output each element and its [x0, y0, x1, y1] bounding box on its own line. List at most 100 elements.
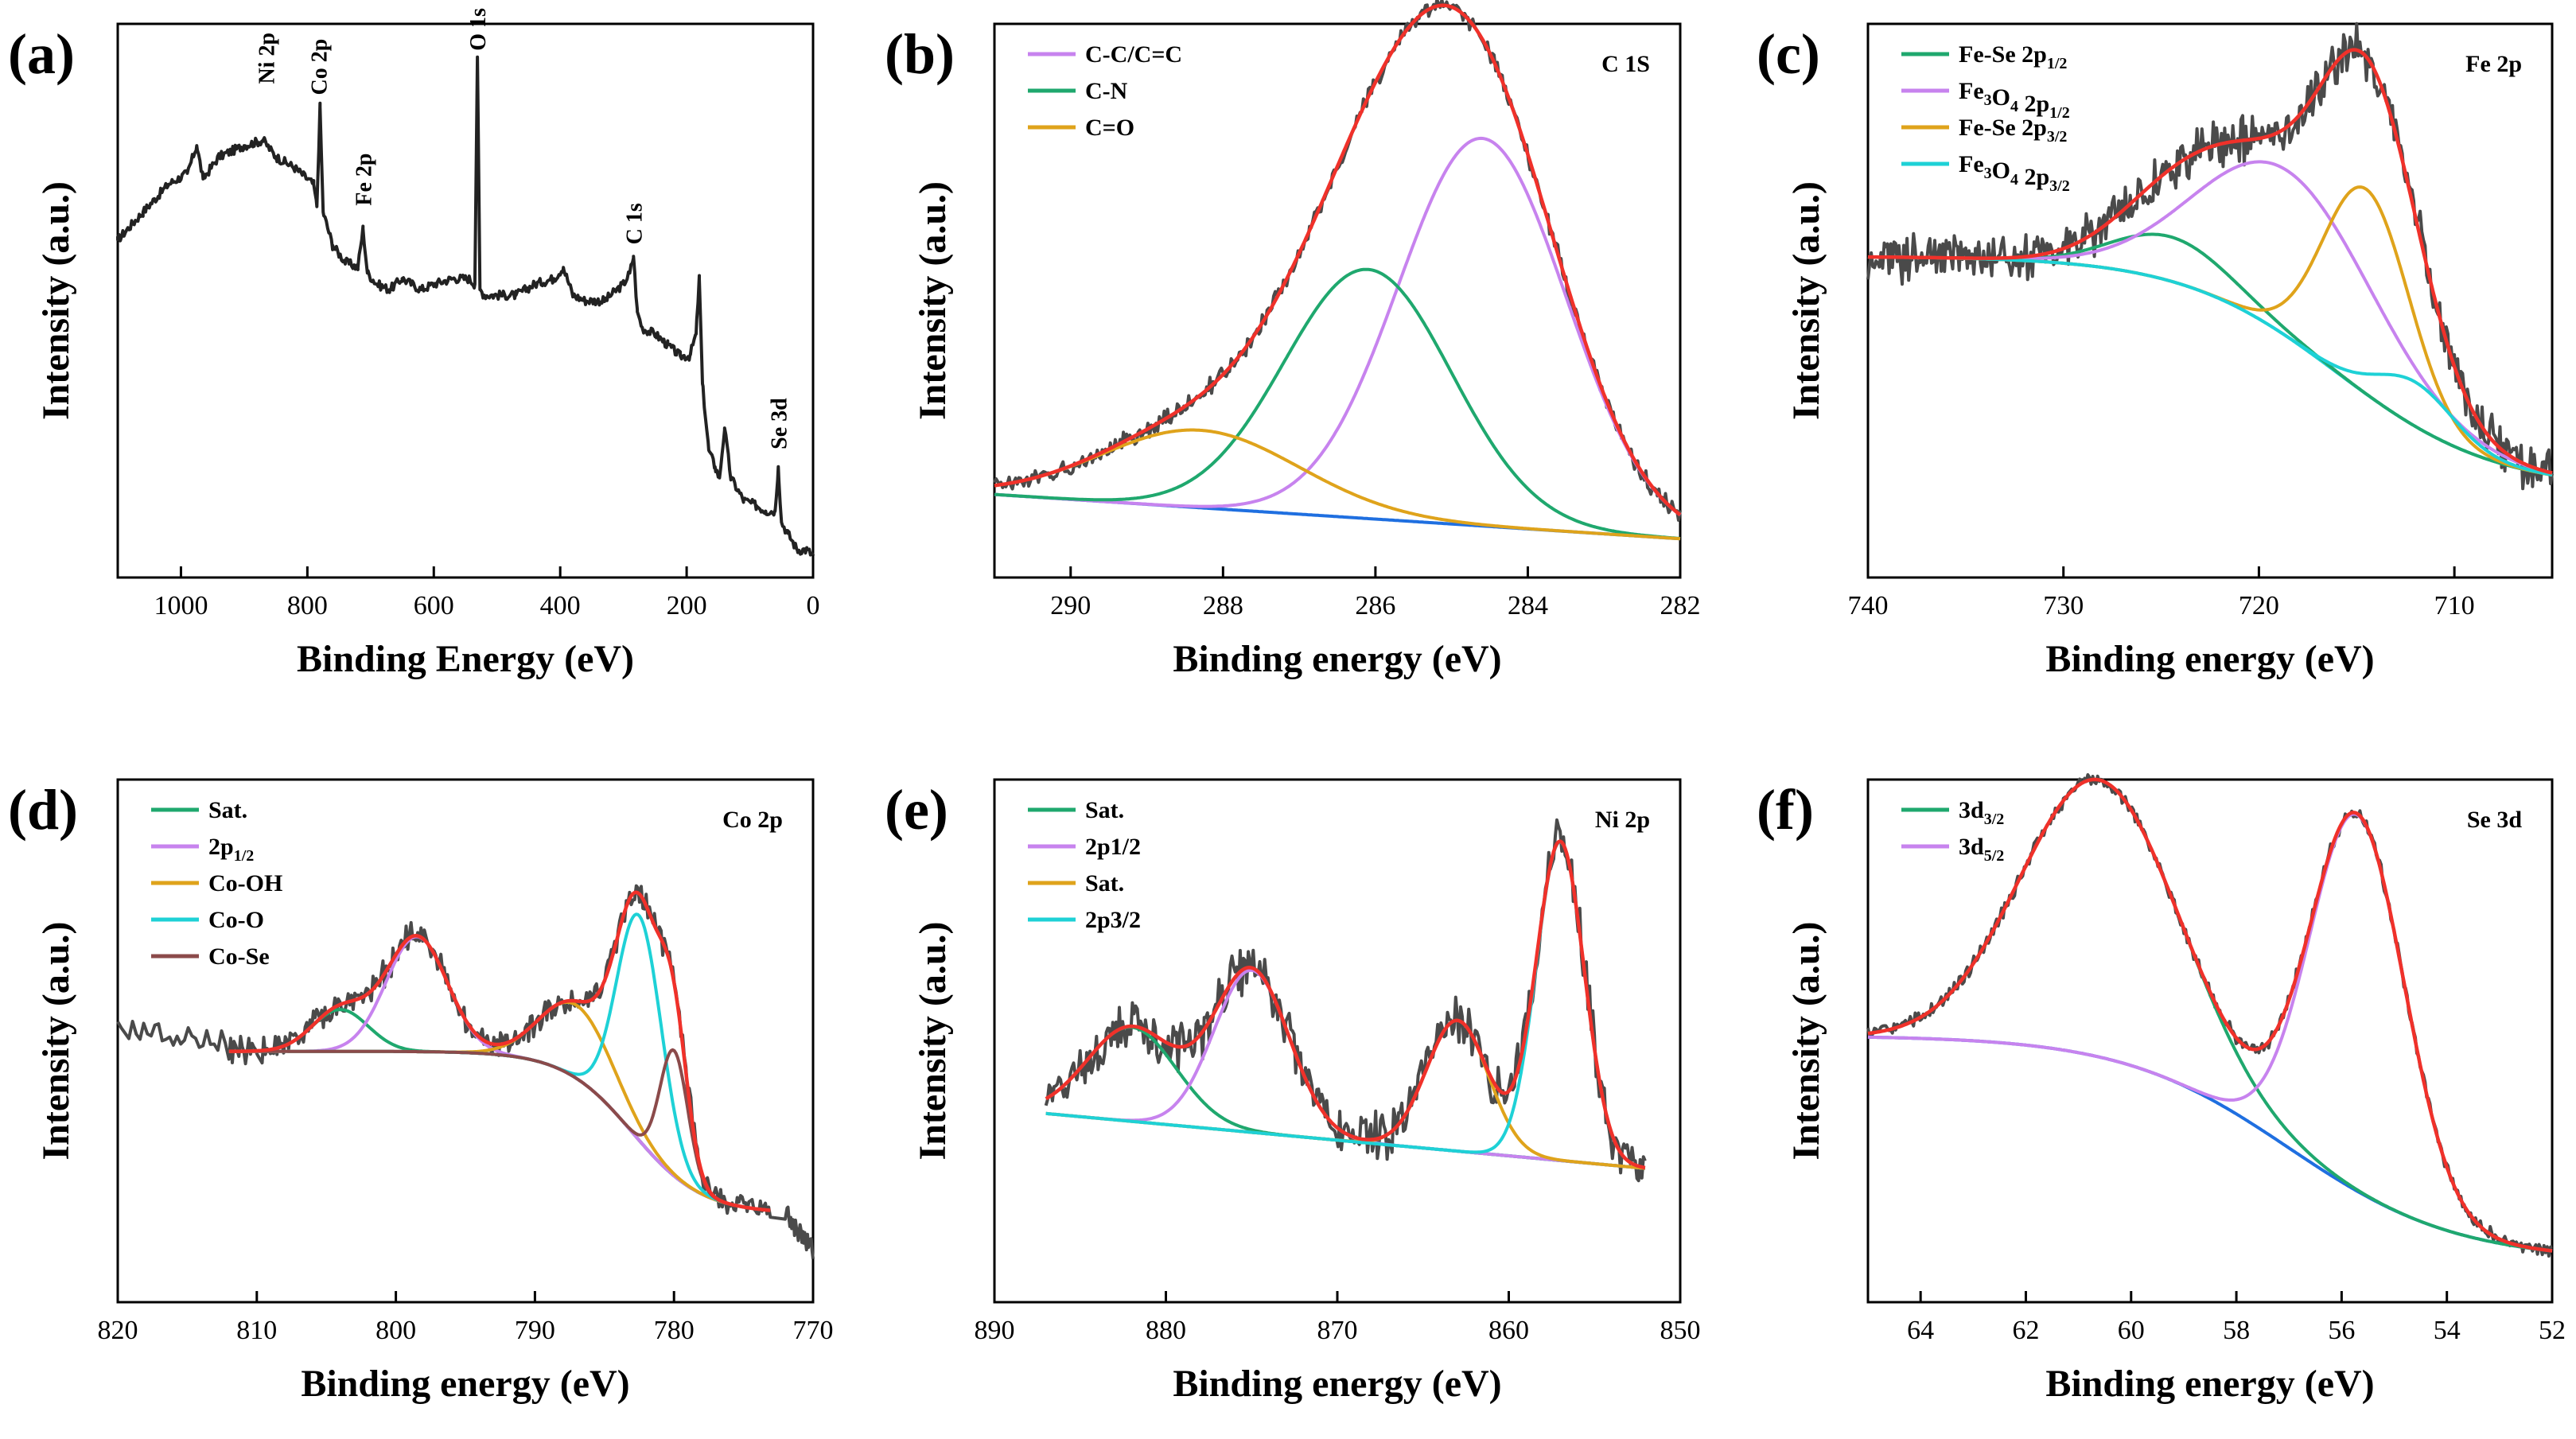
background-line	[1867, 1035, 2553, 1253]
component-line	[994, 136, 1682, 517]
x-tick-label: 286	[1355, 591, 1395, 620]
legend-label: 2p1/2	[1085, 834, 1141, 860]
component-line	[1867, 160, 2553, 475]
component-line	[994, 267, 1681, 540]
panel-letter: (e)	[885, 778, 948, 842]
x-tick-label: 800	[287, 591, 328, 620]
plot-frame	[993, 22, 1682, 579]
x-tick-label: 790	[515, 1316, 555, 1345]
legend-label: Fe3O4 2p1/2	[1959, 78, 2070, 122]
x-tick-label: 730	[2043, 591, 2084, 620]
raw-spectrum-line	[116, 884, 815, 1259]
component-line	[228, 1048, 771, 1212]
legend-label: Sat.	[1085, 797, 1124, 823]
plot-frame	[1866, 22, 2554, 579]
x-tick-label: 770	[793, 1316, 834, 1345]
x-tick-label: 64	[1907, 1316, 1934, 1345]
x-tick-label: 0	[807, 591, 820, 620]
x-tick-label: 710	[2434, 591, 2475, 620]
component-line	[1045, 968, 1646, 1170]
x-tick-label: 62	[2012, 1316, 2039, 1345]
element-label: Ni 2p	[1595, 807, 1650, 833]
component-line	[1045, 1025, 1646, 1170]
x-axis-title: Binding Energy (eV)	[297, 638, 634, 680]
peak-label: Co 2p	[308, 39, 333, 95]
plot-frame	[116, 778, 815, 1304]
component-line	[1867, 812, 2553, 1253]
peak-label: Se 3d	[767, 398, 792, 449]
y-axis-title: Intensity (a.u.)	[35, 181, 77, 420]
x-axis-title: Binding energy (eV)	[2045, 1363, 2374, 1405]
legend-label: C-N	[1085, 78, 1128, 104]
envelope-fit-line	[1045, 839, 1646, 1170]
element-label: Se 3d	[2467, 807, 2523, 833]
x-tick-label: 60	[2118, 1316, 2145, 1345]
x-tick-label: 780	[654, 1316, 695, 1345]
component-line	[228, 912, 771, 1212]
x-tick-label: 288	[1203, 591, 1243, 620]
panel-letter: (f)	[1757, 778, 1814, 842]
legend-label: 3d3/2	[1959, 797, 2004, 828]
legend-label: C-C/C=C	[1085, 41, 1182, 68]
legend-label: 3d5/2	[1959, 834, 2004, 865]
legend-label: Fe-Se 2p3/2	[1959, 115, 2067, 146]
panel-f: 64 62 60 58 56 54 52 Binding energy (eV) Intensi…	[1757, 773, 2566, 1405]
y-axis-title: Intensity (a.u.)	[912, 181, 954, 420]
panel-a: 1000 800 600 400 200 0 Binding Energy (eV) Inte…	[8, 8, 820, 680]
survey-spectrum-line	[116, 55, 815, 557]
legend-label: Sat.	[1085, 870, 1124, 896]
legend-label: C=O	[1085, 115, 1134, 141]
panel-c: 740 730 720 710 Binding energy (eV) Intensity…	[1757, 21, 2554, 680]
plot-frame	[1866, 778, 2554, 1304]
x-tick-label: 880	[1146, 1316, 1186, 1345]
y-axis-title: Intensity (a.u.)	[1785, 921, 1827, 1160]
x-tick-label: 800	[376, 1316, 416, 1345]
component-line	[1867, 185, 2553, 477]
envelope-fit-line	[228, 890, 771, 1212]
x-tick-label: 282	[1660, 591, 1701, 620]
x-tick-label: 290	[1050, 591, 1091, 620]
panel-letter: (d)	[8, 778, 78, 842]
x-tick-label: 600	[414, 591, 454, 620]
legend-label: Co-OH	[208, 870, 282, 896]
element-label: Co 2p	[722, 807, 783, 833]
element-label: C 1S	[1601, 51, 1650, 77]
x-tick-label: 810	[236, 1316, 277, 1345]
peak-label: O 1s	[466, 8, 491, 51]
x-tick-label: 400	[540, 591, 581, 620]
component-line	[994, 428, 1681, 541]
x-tick-label: 52	[2539, 1316, 2566, 1345]
y-axis-title: Intensity (a.u.)	[35, 921, 77, 1160]
legend-label: 2p1/2	[208, 834, 254, 865]
peak-label: C 1s	[622, 203, 647, 244]
panel-letter: (c)	[1757, 22, 1820, 86]
panel-letter: (a)	[8, 22, 75, 86]
raw-spectrum-line	[1044, 818, 1647, 1183]
x-tick-label: 820	[98, 1316, 138, 1345]
x-tick-label: 850	[1660, 1316, 1701, 1345]
y-axis-title: Intensity (a.u.)	[912, 921, 954, 1160]
x-tick-label: 740	[1848, 591, 1889, 620]
x-axis-title: Binding energy (eV)	[1173, 1363, 1501, 1405]
legend-label: Sat.	[208, 797, 247, 823]
y-axis-title: Intensity (a.u.)	[1785, 181, 1827, 420]
x-tick-label: 58	[2223, 1316, 2250, 1345]
plot-frame	[116, 22, 815, 579]
panel-d: 820 810 800 790 780 770 Binding energy (eV) Int…	[8, 778, 834, 1405]
peak-label: Ni 2p	[255, 33, 280, 84]
x-axis-title: Binding energy (eV)	[2045, 638, 2374, 680]
legend-label: Co-Se	[208, 943, 270, 970]
envelope-fit-line	[1867, 48, 2553, 475]
legend-label: Fe3O4 2p3/2	[1959, 151, 2070, 195]
x-tick-label: 890	[975, 1316, 1015, 1345]
x-tick-label: 200	[667, 591, 707, 620]
panel-b: 290 288 286 284 282 Binding energy (eV) Intens…	[885, 0, 1701, 680]
panel-e: 890 880 870 860 850 Binding energy (eV) Intens…	[885, 778, 1701, 1405]
legend-label: Co-O	[208, 907, 264, 933]
peak-label: Fe 2p	[352, 154, 376, 206]
legend-label: 2p3/2	[1085, 907, 1141, 933]
panel-letter: (b)	[885, 22, 955, 86]
x-tick-label: 720	[2239, 591, 2279, 620]
envelope-fit-line	[1867, 777, 2553, 1253]
